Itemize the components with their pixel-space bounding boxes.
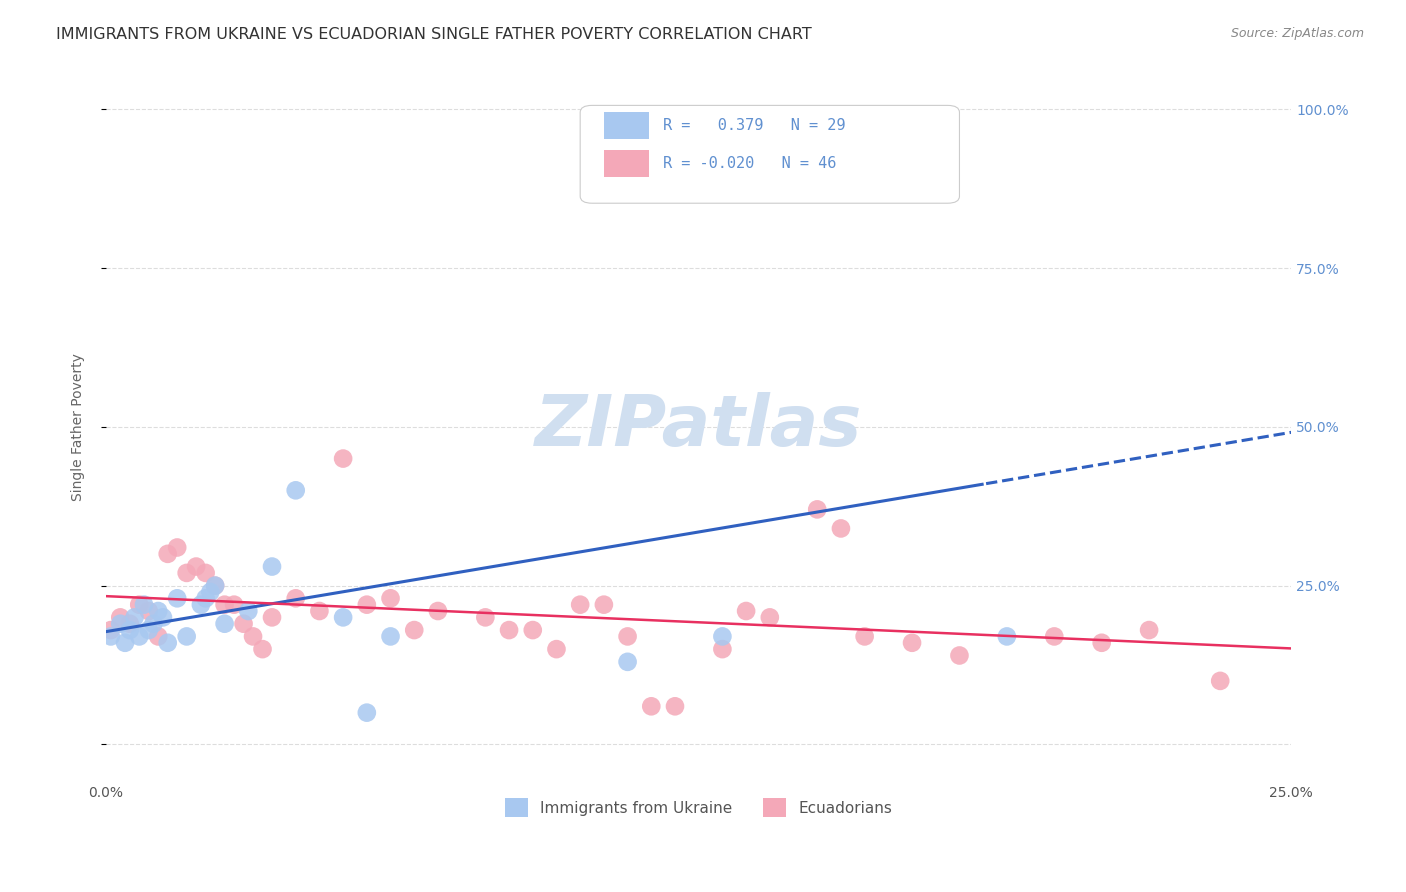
Point	[640, 699, 662, 714]
Point	[1043, 629, 1066, 643]
Point	[194, 566, 217, 580]
Point	[380, 591, 402, 606]
Point	[711, 642, 734, 657]
Point	[138, 604, 160, 618]
Point	[156, 636, 179, 650]
Point	[498, 623, 520, 637]
Point	[100, 629, 122, 643]
Point	[200, 585, 222, 599]
FancyBboxPatch shape	[605, 112, 650, 139]
Point	[284, 591, 307, 606]
Point	[238, 604, 260, 618]
FancyBboxPatch shape	[581, 105, 959, 203]
Point	[260, 559, 283, 574]
Legend: Immigrants from Ukraine, Ecuadorians: Immigrants from Ukraine, Ecuadorians	[498, 790, 900, 824]
Point	[118, 616, 141, 631]
Point	[616, 655, 638, 669]
Point	[735, 604, 758, 618]
Point	[166, 541, 188, 555]
Point	[332, 610, 354, 624]
Point	[242, 629, 264, 643]
Point	[176, 566, 198, 580]
Point	[204, 579, 226, 593]
Point	[522, 623, 544, 637]
Point	[194, 591, 217, 606]
Point	[380, 629, 402, 643]
Point	[853, 115, 876, 129]
Point	[759, 610, 782, 624]
Point	[232, 616, 254, 631]
Point	[711, 629, 734, 643]
Point	[148, 604, 170, 618]
Point	[356, 598, 378, 612]
Point	[830, 521, 852, 535]
Point	[222, 598, 245, 612]
Point	[664, 699, 686, 714]
Point	[142, 616, 165, 631]
Point	[284, 483, 307, 498]
Point	[156, 547, 179, 561]
Point	[100, 623, 122, 637]
Point	[176, 629, 198, 643]
Point	[426, 604, 449, 618]
Point	[593, 598, 616, 612]
Point	[110, 616, 132, 631]
Point	[186, 559, 208, 574]
Text: R =   0.379   N = 29: R = 0.379 N = 29	[664, 118, 845, 133]
Point	[214, 598, 236, 612]
Point	[260, 610, 283, 624]
Point	[1137, 623, 1160, 637]
Point	[995, 629, 1018, 643]
Point	[124, 610, 146, 624]
Point	[214, 616, 236, 631]
Point	[118, 623, 141, 637]
Point	[308, 604, 330, 618]
Point	[148, 629, 170, 643]
Text: ZIPatlas: ZIPatlas	[536, 392, 862, 461]
Point	[252, 642, 274, 657]
Point	[114, 636, 136, 650]
Point	[128, 629, 150, 643]
Text: R = -0.020   N = 46: R = -0.020 N = 46	[664, 156, 837, 171]
Point	[152, 610, 174, 624]
Point	[110, 610, 132, 624]
Point	[404, 623, 426, 637]
Y-axis label: Single Father Poverty: Single Father Poverty	[72, 353, 86, 500]
Point	[948, 648, 970, 663]
Point	[616, 629, 638, 643]
Text: Source: ZipAtlas.com: Source: ZipAtlas.com	[1230, 27, 1364, 40]
Point	[546, 642, 568, 657]
Point	[806, 502, 828, 516]
Point	[332, 451, 354, 466]
Point	[474, 610, 496, 624]
Point	[1091, 636, 1114, 650]
Point	[901, 636, 924, 650]
Point	[128, 598, 150, 612]
Point	[138, 623, 160, 637]
Point	[356, 706, 378, 720]
Point	[190, 598, 212, 612]
Point	[132, 598, 155, 612]
Point	[569, 598, 592, 612]
FancyBboxPatch shape	[605, 150, 650, 177]
Point	[853, 629, 876, 643]
Text: IMMIGRANTS FROM UKRAINE VS ECUADORIAN SINGLE FATHER POVERTY CORRELATION CHART: IMMIGRANTS FROM UKRAINE VS ECUADORIAN SI…	[56, 27, 813, 42]
Point	[166, 591, 188, 606]
Point	[204, 579, 226, 593]
Point	[1209, 673, 1232, 688]
